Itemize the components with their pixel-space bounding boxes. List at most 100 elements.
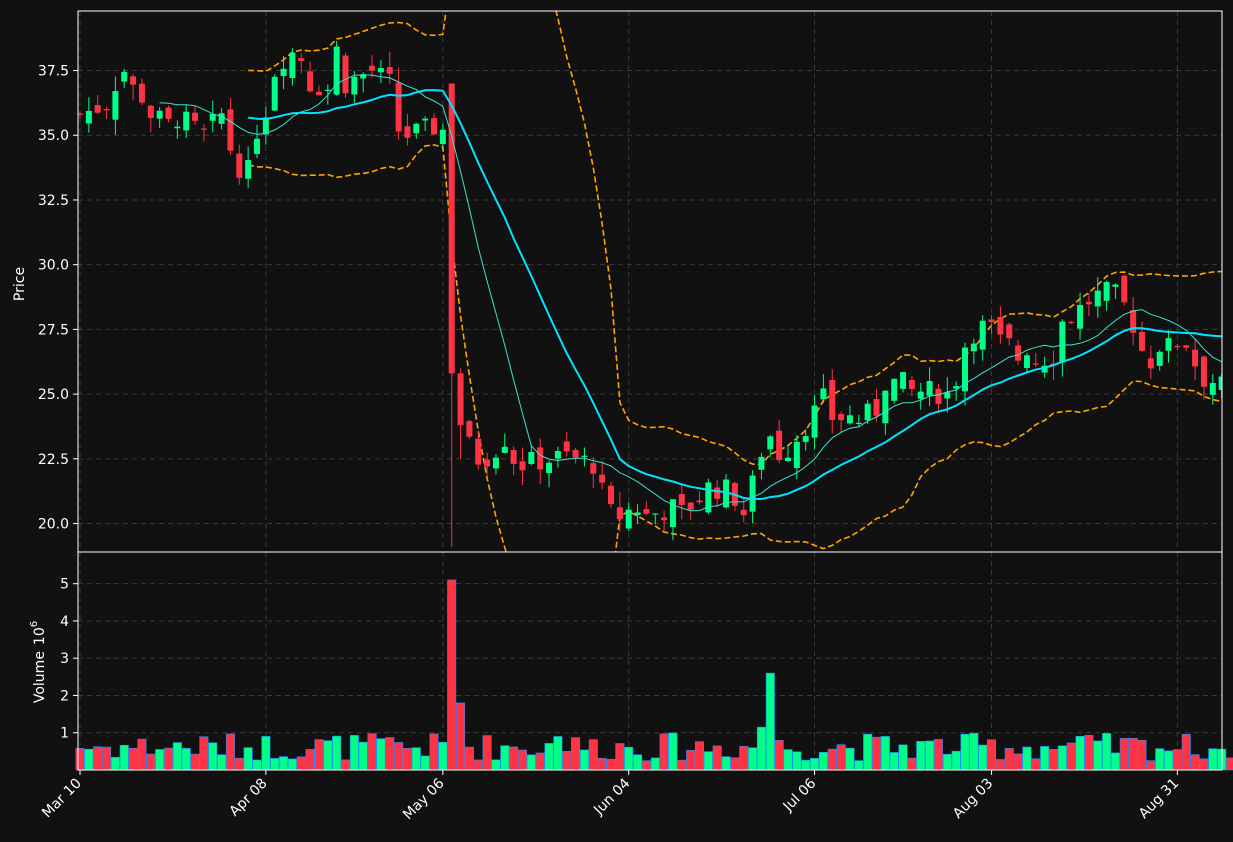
candle-body [519, 461, 526, 471]
volume-bar [871, 736, 881, 771]
candle-body [377, 68, 384, 73]
volume-bar [1075, 736, 1085, 771]
volume-bar [535, 752, 545, 771]
candle-body [1068, 321, 1075, 324]
candle-body [572, 449, 579, 458]
volume-bar [500, 745, 510, 771]
bollinger-bands [248, 11, 1222, 552]
candle-body [882, 390, 889, 424]
candle-body [1112, 284, 1119, 287]
volume-bar [314, 739, 324, 771]
candle-body [422, 118, 429, 121]
volume-bar [641, 760, 651, 771]
candle-body [838, 414, 845, 421]
volume-bar [340, 759, 350, 771]
candle-body [908, 380, 915, 389]
candle-body [1077, 305, 1084, 329]
volume-bar [668, 732, 678, 771]
candle-body [661, 517, 668, 521]
volume-bar [1049, 749, 1059, 771]
volume-bar [571, 737, 581, 771]
candle-body [758, 456, 765, 470]
volume-bar [739, 745, 749, 771]
volume-bar [1004, 748, 1014, 771]
candle-body [103, 109, 110, 111]
fast-moving-average [159, 74, 1222, 512]
volume-bar [509, 746, 519, 771]
volume-bar [296, 756, 306, 771]
volume-bar [677, 759, 687, 771]
candle-body [1218, 376, 1222, 390]
volume-bar [633, 754, 643, 771]
candle-body [1103, 281, 1110, 301]
volume-bar [1013, 753, 1023, 771]
candle-body [130, 76, 137, 85]
price-tick-label: 27.5 [38, 322, 69, 338]
volume-bar [102, 746, 112, 771]
volume-bar [137, 738, 147, 771]
volume-bar [783, 749, 793, 771]
slow-moving-average [248, 89, 1222, 501]
candle-body [528, 452, 535, 465]
price-axis-label: Price [12, 267, 28, 301]
candle-body [448, 83, 455, 374]
candle-body [846, 415, 853, 424]
volume-bar [774, 740, 784, 771]
candle-body [404, 126, 411, 138]
volume-bar [208, 742, 218, 771]
candle-body [1165, 338, 1172, 351]
volume-bar [1128, 737, 1138, 771]
candle-body [1183, 345, 1190, 348]
candle-body [1192, 349, 1199, 367]
candle-body [1147, 358, 1154, 369]
candle-body [625, 509, 632, 529]
candle-body [652, 513, 659, 515]
volume-bar [155, 749, 165, 771]
candle-body [749, 475, 756, 512]
candle-body [209, 113, 216, 121]
candle-body [1006, 324, 1013, 339]
volume-panel-frame [77, 551, 1223, 771]
volume-bar [473, 759, 483, 771]
candle-body [616, 507, 623, 520]
candle-body [121, 71, 128, 82]
candle-body [767, 436, 774, 450]
candle-body [740, 509, 747, 516]
volume-bar [1155, 748, 1165, 771]
candle-body [289, 52, 296, 79]
volume-bar [1022, 746, 1032, 771]
volume-bar [367, 733, 377, 771]
candle-body [431, 118, 437, 135]
candle-body [669, 499, 676, 528]
volume-bar [1190, 754, 1200, 771]
candle-body [501, 446, 508, 453]
volume-bar [1164, 750, 1174, 771]
candle-body [891, 378, 898, 401]
candle-body [687, 502, 694, 510]
volume-bar [951, 750, 961, 771]
volume-bar [659, 733, 669, 771]
candle-body [484, 459, 491, 467]
candle-body [227, 109, 234, 151]
candle-body [466, 421, 473, 437]
volume-bar [323, 740, 333, 771]
candle-body [723, 479, 730, 508]
candle-body [590, 463, 597, 474]
volume-bar [845, 747, 855, 771]
candle-body [1121, 275, 1128, 303]
volume-axis-label: Volume106 [29, 621, 48, 703]
candle-body [369, 65, 376, 71]
candle-body [988, 319, 995, 323]
volume-bar [243, 747, 253, 771]
volume-bar [429, 733, 439, 771]
volume-bar [270, 758, 280, 771]
candle-body [1094, 290, 1101, 307]
volume-bar [765, 672, 775, 771]
volume-bar [818, 751, 828, 771]
volume-bar [1119, 738, 1129, 771]
candle-body [634, 512, 641, 515]
volume-bar [332, 735, 342, 771]
volume-bar [827, 748, 837, 771]
candle-body [979, 320, 986, 350]
candle-body [324, 89, 331, 91]
